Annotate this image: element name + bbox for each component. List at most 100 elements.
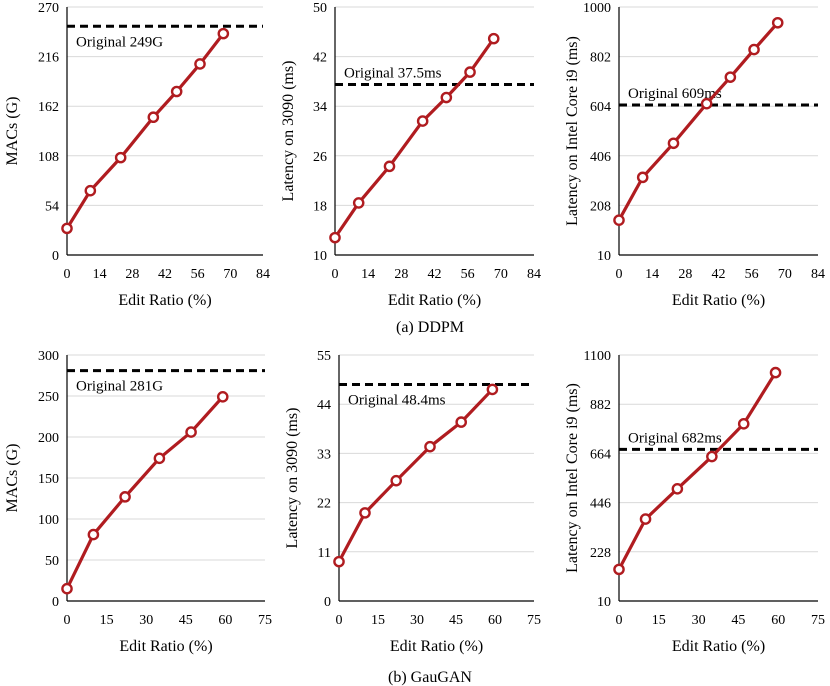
x-tick-label: 14 bbox=[645, 267, 659, 282]
data-point bbox=[383, 160, 396, 173]
data-point bbox=[424, 440, 436, 453]
y-tick-label: 33 bbox=[317, 447, 331, 462]
y-tick-label: 882 bbox=[590, 398, 611, 413]
data-point bbox=[119, 491, 131, 503]
y-tick-label: 300 bbox=[38, 349, 59, 364]
data-point bbox=[613, 214, 625, 226]
x-tick-label: 70 bbox=[223, 267, 237, 282]
data-point bbox=[216, 391, 229, 403]
y-axis-label: Latency on Intel Core i9 (ms) bbox=[564, 36, 581, 226]
x-tick-label: 15 bbox=[652, 613, 666, 628]
x-tick-label: 45 bbox=[179, 613, 193, 628]
y-axis-label: Latency on 3090 (ms) bbox=[284, 408, 301, 549]
data-point bbox=[455, 416, 468, 428]
x-tick-label: 42 bbox=[428, 267, 442, 282]
y-tick-label: 200 bbox=[38, 431, 59, 446]
data-point bbox=[771, 16, 784, 29]
x-tick-label: 15 bbox=[100, 613, 114, 628]
x-axis-label: Edit Ratio (%) bbox=[388, 292, 481, 309]
y-axis-label: MACs (G) bbox=[4, 97, 21, 166]
x-tick-label: 14 bbox=[93, 267, 107, 282]
data-point bbox=[724, 71, 737, 83]
x-axis-label: Edit Ratio (%) bbox=[390, 638, 483, 655]
data-point bbox=[700, 97, 713, 110]
x-tick-label: 0 bbox=[336, 613, 343, 628]
y-tick-label: 108 bbox=[38, 150, 59, 165]
y-tick-label: 10 bbox=[313, 249, 327, 264]
x-tick-label: 60 bbox=[488, 613, 502, 628]
data-point bbox=[487, 32, 500, 45]
baseline-label: Original 609ms bbox=[628, 86, 722, 102]
x-tick-label: 75 bbox=[258, 613, 272, 628]
x-tick-label: 0 bbox=[64, 613, 71, 628]
x-tick-label: 60 bbox=[771, 613, 785, 628]
y-tick-label: 100 bbox=[38, 513, 59, 528]
chart-panel-gaugan-2: 0 11 22 33 44 55 0 15 30 45 60 75 Edit Ratio (%) Late… bbox=[284, 349, 541, 655]
x-tick-label: 0 bbox=[64, 267, 71, 282]
data-point bbox=[390, 474, 403, 487]
x-tick-label: 56 bbox=[745, 267, 759, 282]
y-tick-label: 1000 bbox=[583, 1, 611, 16]
y-tick-label: 42 bbox=[313, 51, 327, 66]
y-tick-label: 1100 bbox=[584, 349, 611, 364]
y-tick-label: 406 bbox=[590, 150, 611, 165]
data-point bbox=[114, 151, 127, 164]
data-point bbox=[61, 582, 73, 595]
x-tick-label: 0 bbox=[616, 267, 623, 282]
x-axis-label: Edit Ratio (%) bbox=[672, 292, 765, 309]
y-tick-label: 26 bbox=[313, 150, 327, 165]
x-tick-label: 70 bbox=[778, 267, 792, 282]
x-tick-label: 84 bbox=[811, 267, 825, 282]
x-tick-label: 30 bbox=[692, 613, 706, 628]
data-point bbox=[464, 66, 476, 78]
x-tick-label: 75 bbox=[811, 613, 825, 628]
baseline-label: Original 48.4ms bbox=[348, 393, 446, 409]
y-tick-label: 216 bbox=[38, 51, 59, 66]
y-axis-label: Latency on Intel Core i9 (ms) bbox=[564, 383, 581, 573]
y-tick-label: 0 bbox=[52, 249, 59, 264]
series-line bbox=[337, 388, 494, 563]
x-axis-label: Edit Ratio (%) bbox=[118, 292, 211, 309]
x-tick-label: 84 bbox=[256, 267, 270, 282]
data-point bbox=[737, 418, 750, 430]
x-tick-label: 28 bbox=[394, 267, 408, 282]
y-tick-label: 0 bbox=[52, 595, 59, 610]
y-tick-label: 10 bbox=[597, 249, 611, 264]
x-axis-label: Edit Ratio (%) bbox=[119, 638, 212, 655]
data-point bbox=[329, 231, 341, 244]
x-tick-label: 75 bbox=[527, 613, 541, 628]
x-tick-label: 14 bbox=[361, 267, 375, 282]
x-tick-label: 0 bbox=[616, 613, 623, 628]
y-tick-label: 54 bbox=[45, 199, 59, 214]
data-point bbox=[667, 137, 680, 150]
data-point bbox=[147, 111, 160, 124]
x-tick-label: 0 bbox=[332, 267, 339, 282]
chart-panel-ddpm-2: 10 18 26 34 42 50 0 14 28 42 56 70 84 Edit Ratio (%) L… bbox=[280, 1, 541, 309]
y-tick-label: 270 bbox=[38, 1, 59, 16]
x-tick-label: 84 bbox=[527, 267, 541, 282]
y-tick-label: 44 bbox=[317, 398, 331, 413]
chart-panel-gaugan-3: 10 228 446 664 882 1100 0 15 30 45 60 75 Edit Ratio … bbox=[564, 349, 825, 655]
data-point bbox=[416, 115, 429, 127]
y-tick-label: 446 bbox=[590, 497, 611, 512]
y-tick-label: 11 bbox=[318, 546, 331, 561]
y-tick-label: 55 bbox=[317, 349, 331, 364]
baseline-label: Original 281G bbox=[76, 379, 163, 395]
data-point bbox=[639, 513, 652, 525]
y-tick-label: 0 bbox=[324, 595, 331, 610]
y-tick-label: 18 bbox=[313, 199, 327, 214]
data-point bbox=[194, 58, 206, 70]
y-axis-label: MACs (G) bbox=[4, 444, 21, 513]
data-point bbox=[440, 91, 453, 104]
baseline-label: Original 682ms bbox=[628, 430, 722, 446]
y-tick-label: 50 bbox=[313, 1, 327, 16]
y-tick-label: 34 bbox=[313, 100, 327, 115]
y-tick-label: 802 bbox=[590, 51, 611, 66]
y-tick-label: 10 bbox=[597, 595, 611, 610]
y-tick-label: 50 bbox=[45, 554, 59, 569]
y-tick-label: 604 bbox=[590, 100, 611, 115]
x-tick-label: 56 bbox=[191, 267, 205, 282]
y-tick-label: 162 bbox=[38, 100, 59, 115]
data-point bbox=[84, 184, 97, 197]
